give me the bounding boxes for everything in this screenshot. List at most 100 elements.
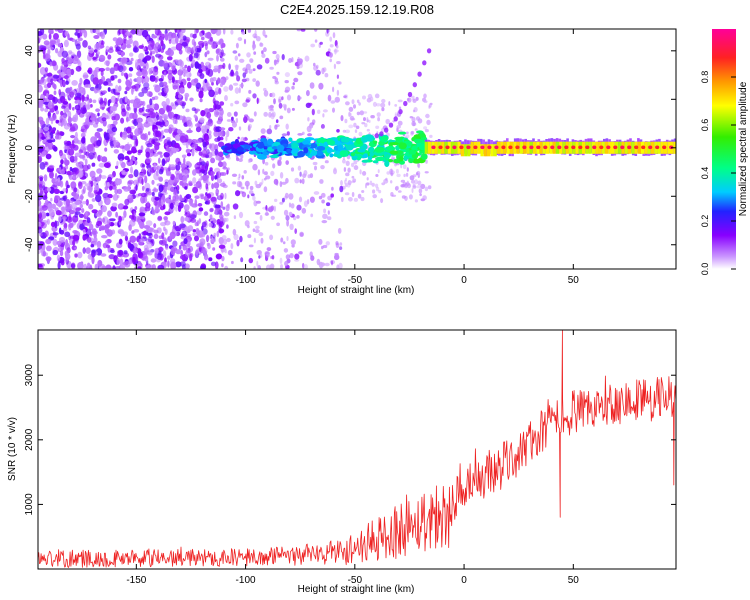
signal-line (493, 144, 497, 157)
noise-speck (340, 180, 343, 186)
noise-speck (91, 198, 96, 202)
noise-speck (212, 77, 217, 82)
signal-peak (585, 145, 590, 150)
noise-speck (101, 265, 107, 269)
noise-speck (307, 117, 310, 122)
noise-speck (220, 201, 224, 209)
noise-speck (83, 263, 88, 269)
y-tick-label: 0 (24, 145, 35, 151)
noise-speck (180, 163, 186, 169)
noise-speck (333, 167, 337, 171)
noise-speck (88, 193, 95, 198)
noise-speck (230, 102, 234, 107)
noise-speck (125, 31, 132, 37)
noise-speck (238, 211, 244, 219)
noise-speck (419, 193, 422, 197)
noise-speck (375, 103, 381, 107)
noise-speck (102, 119, 107, 127)
noise-speck (38, 212, 43, 219)
noise-speck (153, 142, 161, 147)
noise-speck (108, 130, 114, 139)
noise-speck (123, 127, 128, 132)
signal-blob (394, 136, 403, 141)
noise-speck (97, 112, 100, 117)
noise-speck (164, 220, 171, 226)
signal-blob (326, 147, 333, 154)
signal-line (562, 141, 566, 154)
noise-speck (285, 215, 290, 221)
noise-speck (332, 107, 335, 113)
noise-speck (133, 229, 140, 233)
noise-speck (72, 239, 76, 246)
noise-speck (369, 96, 374, 102)
noise-speck (57, 177, 61, 183)
noise-speck (58, 236, 66, 243)
noise-speck (102, 90, 107, 94)
noise-speck (119, 97, 124, 105)
signal-line (434, 141, 438, 154)
signal-peak (592, 145, 597, 150)
noise-speck (255, 212, 261, 215)
noise-speck (258, 255, 261, 259)
signal-blob (310, 142, 318, 149)
noise-speck (366, 177, 369, 181)
noise-speck (44, 192, 48, 198)
noise-speck (194, 163, 201, 170)
noise-speck (390, 170, 395, 175)
noise-speck (212, 247, 216, 251)
noise-speck (50, 78, 53, 86)
noise-speck (54, 134, 60, 140)
noise-speck (88, 121, 94, 126)
x-tick-label: -50 (348, 275, 363, 286)
noise-speck (312, 95, 317, 100)
noise-speck (177, 204, 182, 212)
noise-speck (187, 65, 191, 73)
noise-speck (343, 95, 347, 98)
noise-speck (347, 167, 351, 173)
noise-speck (327, 216, 332, 221)
noise-speck (366, 128, 370, 132)
noise-speck (345, 177, 348, 182)
noise-speck (239, 235, 243, 243)
noise-speck (111, 185, 117, 190)
noise-speck (175, 261, 182, 268)
noise-speck (65, 187, 68, 194)
noise-speck (405, 172, 409, 177)
noise-speck (206, 82, 211, 90)
noise-speck (82, 185, 86, 194)
signal-peak (480, 145, 485, 150)
noise-speck (320, 124, 325, 129)
noise-speck (123, 72, 128, 78)
noise-speck (338, 81, 342, 85)
y-tick-label: 1000 (24, 493, 35, 516)
noise-speck (320, 165, 325, 170)
noise-speck (58, 227, 62, 235)
noise-speck (265, 175, 271, 180)
noise-speck (245, 63, 251, 70)
noise-speck (192, 177, 197, 184)
noise-speck (397, 99, 403, 103)
noise-speck (138, 53, 145, 60)
signal-line (568, 141, 573, 154)
noise-speck (214, 204, 221, 209)
noise-speck (218, 87, 222, 95)
noise-speck (253, 111, 257, 117)
noise-speck (225, 135, 228, 142)
signal-line (650, 141, 655, 154)
signal-line (624, 141, 628, 154)
noise-speck (230, 243, 234, 250)
signal-peak (641, 145, 646, 150)
noise-speck (171, 32, 177, 38)
noise-speck (325, 31, 330, 37)
noise-speck (371, 182, 375, 187)
noise-speck (129, 78, 133, 86)
noise-speck (120, 72, 124, 76)
noise-speck (163, 152, 170, 158)
noise-speck (43, 40, 50, 46)
noise-speck (218, 253, 222, 259)
noise-speck (44, 230, 49, 237)
noise-speck (147, 41, 152, 45)
noise-speck (206, 111, 212, 119)
noise-speck (185, 193, 192, 200)
noise-speck (175, 172, 181, 179)
